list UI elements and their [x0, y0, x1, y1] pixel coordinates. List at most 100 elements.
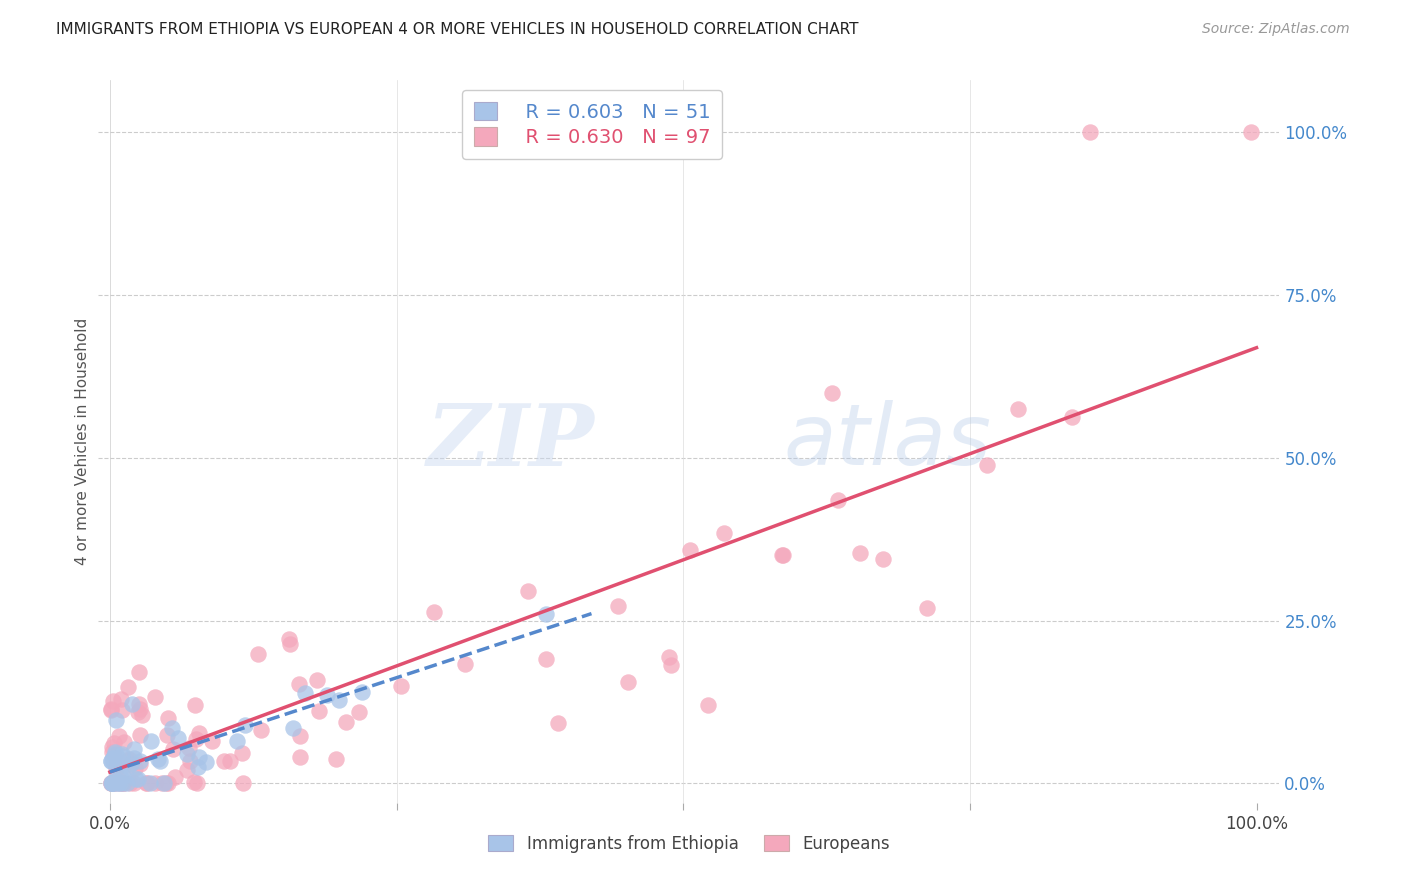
- Point: [389, 679, 412, 693]
- Point: [153, 776, 176, 790]
- Point: [150, 776, 173, 790]
- Point: [107, 751, 129, 765]
- Point: [184, 698, 207, 713]
- Text: ZIP: ZIP: [426, 400, 595, 483]
- Point: [100, 745, 122, 759]
- Point: [108, 729, 131, 743]
- Point: [103, 748, 125, 763]
- Point: [155, 776, 177, 790]
- Point: [101, 751, 124, 765]
- Point: [120, 776, 142, 790]
- Point: [104, 745, 127, 759]
- Point: [422, 605, 444, 619]
- Point: [101, 754, 124, 768]
- Point: [328, 693, 350, 707]
- Point: [145, 776, 167, 790]
- Point: [101, 751, 124, 765]
- Point: [103, 736, 125, 750]
- Point: [112, 776, 135, 790]
- Point: [325, 752, 347, 766]
- Point: [101, 776, 124, 790]
- Point: [516, 584, 538, 599]
- Point: [108, 776, 131, 790]
- Point: [872, 551, 894, 566]
- Point: [247, 647, 270, 661]
- Point: [149, 754, 172, 768]
- Point: [104, 762, 127, 776]
- Point: [104, 772, 127, 787]
- Point: [111, 747, 134, 761]
- Point: [120, 757, 142, 772]
- Point: [157, 776, 180, 790]
- Point: [827, 493, 849, 508]
- Point: [547, 715, 569, 730]
- Point: [108, 768, 131, 782]
- Point: [1062, 410, 1084, 425]
- Point: [162, 741, 184, 756]
- Point: [100, 776, 122, 790]
- Point: [101, 776, 124, 790]
- Text: atlas: atlas: [783, 400, 991, 483]
- Point: [101, 776, 124, 790]
- Point: [278, 632, 301, 646]
- Point: [100, 702, 122, 716]
- Point: [124, 741, 146, 756]
- Point: [658, 649, 681, 664]
- Legend: Immigrants from Ethiopia, Europeans: Immigrants from Ethiopia, Europeans: [482, 828, 896, 860]
- Point: [128, 697, 150, 711]
- Point: [128, 756, 150, 771]
- Text: Source: ZipAtlas.com: Source: ZipAtlas.com: [1202, 22, 1350, 37]
- Point: [188, 726, 211, 740]
- Point: [187, 760, 209, 774]
- Point: [127, 706, 149, 720]
- Point: [135, 776, 157, 790]
- Y-axis label: 4 or more Vehicles in Household: 4 or more Vehicles in Household: [75, 318, 90, 566]
- Point: [124, 761, 146, 775]
- Point: [186, 776, 208, 790]
- Point: [122, 776, 145, 790]
- Point: [117, 755, 139, 769]
- Point: [101, 694, 124, 708]
- Point: [117, 760, 139, 774]
- Point: [976, 458, 998, 472]
- Point: [335, 714, 357, 729]
- Point: [146, 752, 169, 766]
- Point: [679, 542, 702, 557]
- Point: [713, 526, 735, 541]
- Point: [111, 748, 134, 763]
- Point: [128, 665, 150, 679]
- Point: [278, 637, 301, 651]
- Point: [162, 721, 184, 735]
- Point: [100, 754, 122, 768]
- Point: [536, 652, 558, 666]
- Point: [100, 739, 122, 754]
- Point: [233, 718, 256, 732]
- Point: [290, 729, 312, 743]
- Point: [453, 657, 475, 671]
- Point: [103, 776, 125, 790]
- Point: [188, 749, 211, 764]
- Point: [124, 750, 146, 764]
- Point: [176, 747, 198, 761]
- Point: [110, 692, 132, 706]
- Point: [1078, 125, 1101, 139]
- Point: [105, 714, 128, 728]
- Point: [139, 776, 162, 790]
- Point: [1007, 402, 1029, 417]
- Point: [696, 698, 718, 712]
- Point: [143, 690, 166, 704]
- Point: [107, 776, 129, 790]
- Point: [606, 599, 628, 613]
- Point: [156, 728, 179, 742]
- Point: [231, 747, 253, 761]
- Point: [352, 685, 374, 699]
- Point: [100, 754, 122, 768]
- Point: [101, 776, 124, 790]
- Point: [121, 697, 143, 711]
- Point: [111, 776, 134, 790]
- Point: [111, 769, 134, 783]
- Point: [115, 776, 138, 790]
- Point: [849, 545, 872, 559]
- Point: [118, 752, 141, 766]
- Point: [107, 772, 129, 787]
